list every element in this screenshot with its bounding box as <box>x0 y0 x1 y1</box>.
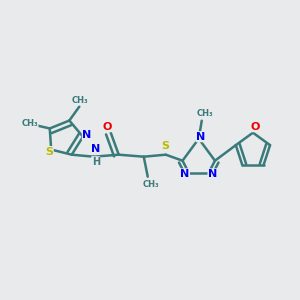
Text: N: N <box>82 130 92 140</box>
Text: O: O <box>250 122 260 132</box>
Text: S: S <box>45 147 53 157</box>
Text: H: H <box>92 157 100 167</box>
Text: CH₃: CH₃ <box>196 109 213 118</box>
Text: N: N <box>196 132 206 142</box>
Text: N: N <box>91 144 101 154</box>
Text: CH₃: CH₃ <box>72 96 89 105</box>
Text: S: S <box>162 141 170 151</box>
Text: CH₃: CH₃ <box>21 119 38 128</box>
Text: N: N <box>180 169 190 179</box>
Text: CH₃: CH₃ <box>142 180 159 189</box>
Text: N: N <box>208 169 217 179</box>
Text: O: O <box>102 122 111 132</box>
